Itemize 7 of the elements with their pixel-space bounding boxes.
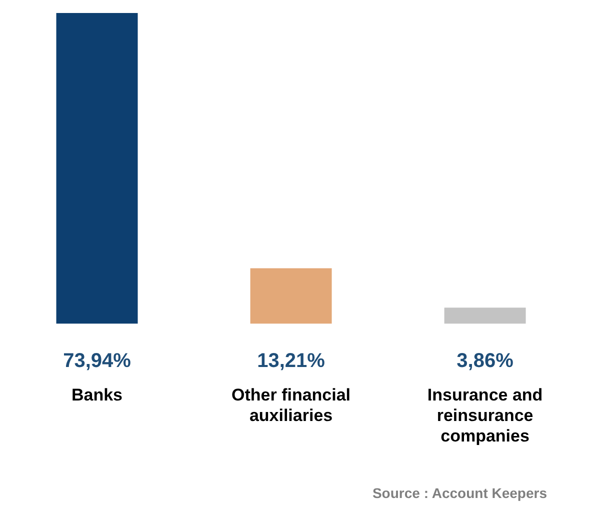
source-note: Source : Account Keepers: [372, 485, 548, 501]
data-label: 3,86%: [456, 350, 514, 372]
data-label: 73,94%: [63, 350, 132, 372]
x-tick-label: Other financial auxiliaries: [232, 386, 351, 426]
data-label: 13,21%: [257, 350, 326, 372]
x-tick-label: Insurance and reinsurance companies: [427, 386, 543, 446]
x-tick-label: Banks: [71, 386, 123, 405]
